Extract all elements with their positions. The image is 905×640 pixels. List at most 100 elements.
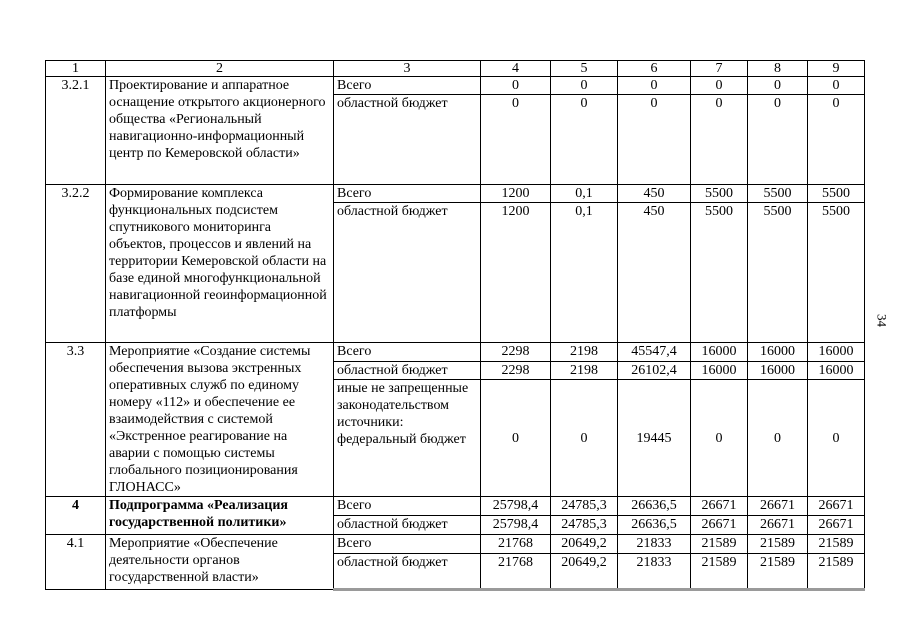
value-cell: 26671 <box>807 515 865 535</box>
value-cell: 0 <box>617 94 691 185</box>
value-cell: 25798,4 <box>480 515 551 535</box>
value-cell: 5500 <box>747 202 808 343</box>
activity-name-cell: Формирование комплекса функциональных по… <box>105 184 334 343</box>
value-cell: 16000 <box>807 360 865 381</box>
value-cell: 0 <box>690 379 748 497</box>
value-cell: 0 <box>807 379 865 497</box>
value-cell: 16000 <box>807 342 865 362</box>
value-cell: 20649,2 <box>550 553 618 591</box>
value-cell: 0 <box>690 76 748 95</box>
funding-source-cell: Всего <box>333 184 481 203</box>
column-number-header: 9 <box>807 60 865 77</box>
row-number-cell: 3.2.2 <box>45 184 106 343</box>
funding-source-cell: Всего <box>333 534 481 554</box>
value-cell: 21589 <box>690 534 748 554</box>
value-cell: 21589 <box>807 553 865 591</box>
funding-source-cell: Всего <box>333 76 481 95</box>
value-cell: 21833 <box>617 553 691 591</box>
value-cell: 0 <box>690 94 748 185</box>
value-cell: 24785,3 <box>550 496 618 516</box>
value-cell: 5500 <box>807 202 865 343</box>
value-cell: 450 <box>617 202 691 343</box>
value-cell: 21589 <box>747 553 808 591</box>
column-number-header-row: 1 2 3 4 5 6 7 8 9 <box>45 60 865 77</box>
value-cell: 21589 <box>807 534 865 554</box>
value-cell: 0 <box>550 94 618 185</box>
value-cell: 5500 <box>690 202 748 343</box>
row-number-cell: 3.3 <box>45 342 106 497</box>
column-number-header: 4 <box>480 60 551 77</box>
column-number-header: 7 <box>690 60 748 77</box>
column-number-header: 6 <box>617 60 691 77</box>
value-cell: 21768 <box>480 553 551 591</box>
value-cell: 2198 <box>550 360 618 381</box>
page-number: 34 <box>874 314 890 327</box>
value-cell: 0 <box>807 94 865 185</box>
value-cell: 5500 <box>807 184 865 203</box>
value-cell: 0 <box>480 379 551 497</box>
value-cell: 26636,5 <box>617 496 691 516</box>
funding-source-cell: областной бюджет <box>333 202 481 343</box>
value-cell: 16000 <box>690 342 748 362</box>
value-cell: 0,1 <box>550 202 618 343</box>
value-cell: 0 <box>550 76 618 95</box>
value-cell: 0,1 <box>550 184 618 203</box>
table-row: 3.2.1 Проектирование и аппаратное оснаще… <box>45 76 865 185</box>
funding-source-cell: областной бюджет <box>333 553 481 591</box>
funding-source-cell: областной бюджет <box>333 360 481 381</box>
value-cell: 16000 <box>690 360 748 381</box>
table-row: 4 Подпрограмма «Реализация государственн… <box>45 496 865 535</box>
value-cell: 26671 <box>747 496 808 516</box>
budget-table: 1 2 3 4 5 6 7 8 9 3.2.1 Проектирование и… <box>45 60 865 591</box>
funding-source-cell: областной бюджет <box>333 94 481 185</box>
value-cell: 26671 <box>690 496 748 516</box>
value-cell: 1200 <box>480 202 551 343</box>
funding-source-cell: Всего <box>333 496 481 516</box>
row-number-cell: 4 <box>45 496 106 535</box>
table-row: областной бюджет 0 0 0 0 0 0 <box>46 94 865 185</box>
value-cell: 2198 <box>550 342 618 362</box>
value-cell: 20649,2 <box>550 534 618 554</box>
row-number-cell: 4.1 <box>45 534 106 590</box>
table-row: 3.2.2 Формирование комплекса функциональ… <box>45 184 865 343</box>
value-cell: 0 <box>747 76 808 95</box>
value-cell: 21833 <box>617 534 691 554</box>
value-cell: 16000 <box>747 360 808 381</box>
column-number-header: 8 <box>747 60 808 77</box>
value-cell: 26671 <box>690 515 748 535</box>
table-row: областной бюджет 21768 20649,2 21833 215… <box>46 553 865 591</box>
value-cell: 2298 <box>480 342 551 362</box>
value-cell: 5500 <box>747 184 808 203</box>
column-number-header: 2 <box>105 60 334 77</box>
value-cell: 26636,5 <box>617 515 691 535</box>
funding-source-cell: иные не запрещенные законодательством ис… <box>333 379 481 497</box>
value-cell: 26102,4 <box>617 360 691 381</box>
funding-source-cell: Всего <box>333 342 481 362</box>
value-cell: 450 <box>617 184 691 203</box>
value-cell: 16000 <box>747 342 808 362</box>
column-number-header: 1 <box>45 60 106 77</box>
value-cell: 21589 <box>747 534 808 554</box>
value-cell: 0 <box>747 94 808 185</box>
table-row: 3.3 Мероприятие «Создание системы обеспе… <box>45 342 865 497</box>
value-cell: 45547,4 <box>617 342 691 362</box>
value-cell: 19445 <box>617 379 691 497</box>
value-cell: 21589 <box>690 553 748 591</box>
value-cell: 2298 <box>480 360 551 381</box>
value-cell: 5500 <box>690 184 748 203</box>
row-number-cell: 3.2.1 <box>45 76 106 185</box>
value-cell: 0 <box>747 379 808 497</box>
value-cell: 0 <box>480 94 551 185</box>
value-cell: 21768 <box>480 534 551 554</box>
value-cell: 24785,3 <box>550 515 618 535</box>
column-number-header: 3 <box>333 60 481 77</box>
activity-name-cell: Проектирование и аппаратное оснащение от… <box>105 76 334 185</box>
funding-source-cell: областной бюджет <box>333 515 481 535</box>
column-number-header: 5 <box>550 60 618 77</box>
value-cell: 0 <box>480 76 551 95</box>
activity-name-cell: Подпрограмма «Реализация государственной… <box>105 496 334 535</box>
value-cell: 0 <box>617 76 691 95</box>
table-row: областной бюджет 1200 0,1 450 5500 5500 … <box>46 202 865 343</box>
table-row: 4.1 Мероприятие «Обеспечение деятельност… <box>45 534 865 590</box>
